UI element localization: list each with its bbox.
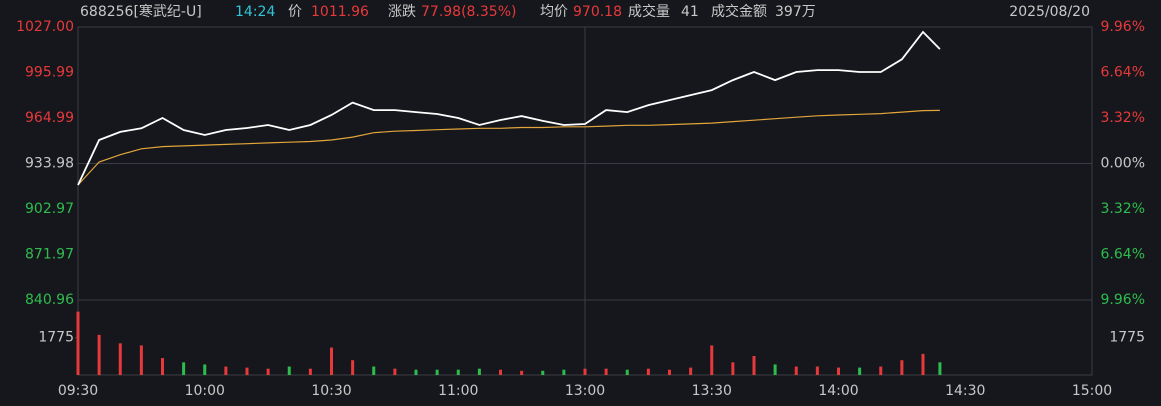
y2-tick-label: 6.64%: [1101, 65, 1145, 81]
volume-bar: [668, 369, 671, 375]
volume-bar: [900, 360, 904, 375]
amount-label: 成交金额: [711, 3, 767, 20]
amount: 397万: [775, 4, 816, 20]
volume-bar: [97, 334, 101, 375]
header: 688256[寒武纪-U] 14:24 价 1011.96 涨跌 77.98(8…: [80, 3, 1090, 20]
price-line: [77, 30, 941, 186]
y-tick-label: 1027.00: [16, 19, 74, 35]
y2-tick-label: 9.96%: [1101, 19, 1145, 35]
avg: 970.18: [573, 4, 622, 20]
volume-bar: [837, 367, 840, 375]
volume-tick-label: 1775: [38, 330, 74, 346]
y2-tick-label: 6.64%: [1101, 247, 1145, 263]
volume-bar: [689, 367, 693, 375]
x-tick-label: 10:00: [185, 383, 225, 399]
y-tick-label: 933.98: [25, 156, 74, 172]
volume-bar: [393, 368, 397, 375]
volume-bar: [139, 345, 143, 375]
volume-label: 成交量: [628, 3, 670, 20]
volume-bar: [921, 353, 925, 375]
volume-bar: [794, 366, 798, 375]
x-tick-label: 09:30: [58, 383, 98, 399]
volume-bar: [520, 370, 524, 375]
volume-bar: [562, 369, 566, 375]
volume-bar: [604, 368, 608, 375]
y-tick-label: 902.97: [25, 201, 74, 217]
volume-bar: [938, 362, 942, 375]
x-tick-label: 14:00: [818, 383, 858, 399]
volume-bar: [414, 369, 418, 375]
x-tick-label: 10:30: [311, 383, 351, 399]
avg-label: 均价: [540, 4, 568, 20]
volume: 41: [681, 4, 699, 20]
volume-bar: [752, 355, 756, 375]
volume-bar: [879, 366, 883, 375]
x-tick-label: 14:30: [945, 383, 985, 399]
volume-bar: [646, 368, 650, 375]
price: 1011.96: [311, 4, 369, 20]
volume-bar: [499, 369, 502, 375]
volume-bar: [456, 369, 460, 375]
x-tick-label: 13:30: [692, 383, 732, 399]
volume-bar: [583, 368, 587, 375]
x-tick-label: 13:00: [565, 383, 605, 399]
volume-bar: [266, 368, 270, 375]
change: 77.98(8.35%): [421, 4, 516, 20]
volume-bar: [203, 364, 207, 375]
volume-bar: [182, 362, 186, 375]
volume-bar: [330, 347, 333, 375]
volume-bar: [435, 369, 439, 375]
volume-bar: [731, 362, 735, 375]
y2-tick-label: 0.00%: [1101, 156, 1145, 172]
volume-tick-label-right: 1775: [1109, 330, 1145, 346]
volume-bar: [224, 366, 228, 375]
volume-bar: [858, 367, 862, 375]
volume-bar: [710, 345, 714, 375]
price-label: 价: [288, 4, 302, 20]
volume-bar: [372, 366, 376, 375]
volume-bar: [76, 311, 80, 375]
volume-bar: [625, 369, 629, 375]
volume-bar: [287, 366, 291, 375]
volume-bar: [773, 364, 777, 375]
y-tick-label: 840.96: [25, 292, 74, 308]
y2-tick-label: 3.32%: [1101, 201, 1145, 217]
volume-bar: [477, 368, 481, 375]
y-tick-label: 995.99: [25, 65, 74, 81]
avg-line: [77, 109, 940, 186]
volume-bar: [351, 360, 355, 375]
change-label: 涨跌: [388, 4, 416, 20]
volume-bar: [815, 366, 819, 375]
date: 2025/08/20: [1009, 4, 1090, 20]
x-tick-label: 15:00: [1072, 383, 1112, 399]
stock-code: 688256[寒武纪-U]: [80, 3, 202, 20]
volume-bar: [541, 370, 545, 375]
volume-bar: [245, 367, 249, 375]
y2-tick-label: 9.96%: [1101, 292, 1145, 308]
time: 14:24: [235, 4, 275, 20]
y-tick-label: 964.99: [25, 110, 74, 126]
volume-bar: [161, 358, 164, 375]
x-tick-label: 11:00: [438, 383, 478, 399]
y-tick-label: 871.97: [25, 246, 74, 262]
volume-bar: [308, 368, 312, 375]
volume-bar: [118, 343, 122, 375]
y2-tick-label: 3.32%: [1101, 110, 1145, 126]
